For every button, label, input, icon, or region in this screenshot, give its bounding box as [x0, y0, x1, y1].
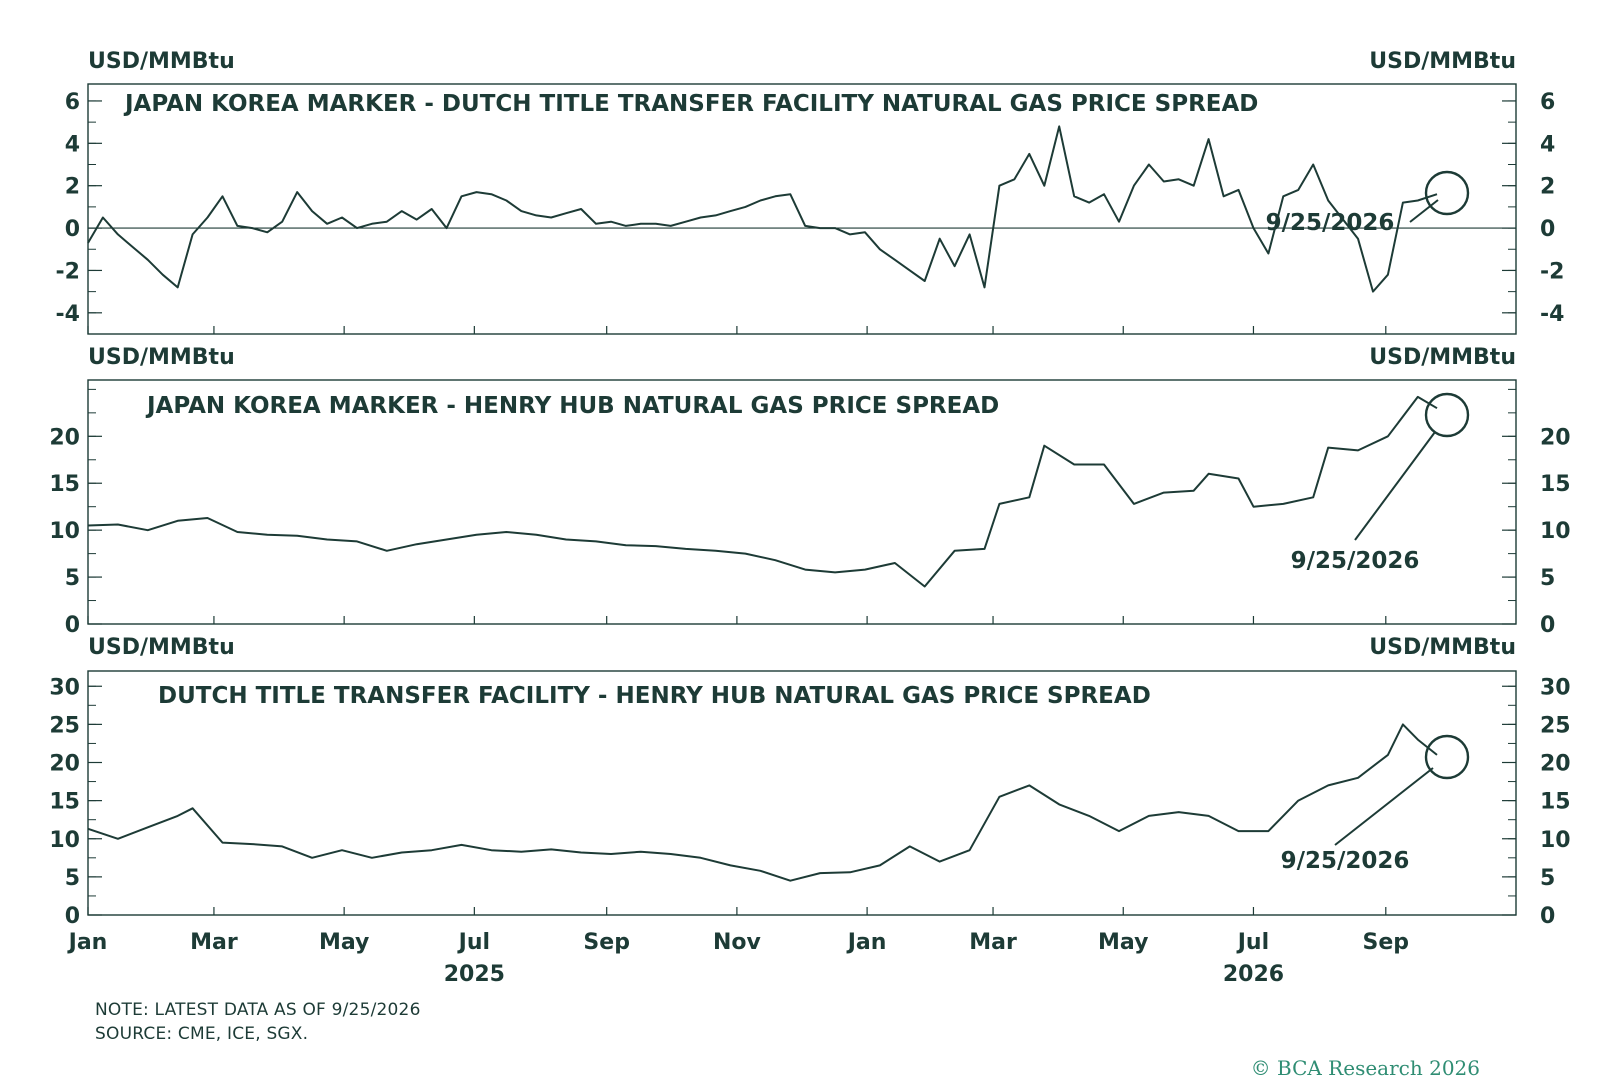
y-unit-label-left: USD/MMBtu	[88, 49, 235, 74]
plot-frame	[87, 379, 1517, 625]
y-tick-label-right: 10	[1540, 828, 1571, 853]
y-tick-label-left: 20	[49, 425, 80, 450]
y-tick-label-left: 0	[65, 904, 80, 929]
footer-note: NOTE: LATEST DATA AS OF 9/25/2026	[95, 1000, 421, 1020]
annotation-leader-line	[1334, 767, 1434, 846]
x-tick-label: Nov	[713, 930, 762, 955]
series-line	[87, 395, 1438, 588]
y-tick-label-left: 5	[65, 866, 80, 891]
x-tick-label: Mar	[969, 930, 1017, 955]
y-tick-label-right: -4	[1540, 302, 1564, 327]
y-tick-label-right: 0	[1540, 904, 1555, 929]
y-tick-label-left: 30	[49, 675, 80, 700]
y-unit-label-left: USD/MMBtu	[88, 635, 235, 660]
series-line	[87, 723, 1438, 882]
y-tick-label-right: 5	[1540, 866, 1555, 891]
y-unit-label-left: USD/MMBtu	[88, 345, 235, 370]
y-tick-label-right: 20	[1540, 425, 1571, 450]
x-tick-label: Jul	[1236, 930, 1269, 955]
chart-title: JAPAN KOREA MARKER - HENRY HUB NATURAL G…	[145, 393, 999, 419]
x-tick-label: Mar	[190, 930, 238, 955]
y-tick-label-right: 4	[1540, 132, 1555, 157]
y-tick-label-right: 6	[1540, 90, 1555, 115]
y-unit-label-right: USD/MMBtu	[1369, 635, 1516, 660]
annotation-circle	[1424, 170, 1470, 216]
y-tick-label-right: 5	[1540, 566, 1555, 591]
series-line	[87, 125, 1438, 293]
chart-title: DUTCH TITLE TRANSFER FACILITY - HENRY HU…	[158, 683, 1151, 709]
x-tick-label: May	[1098, 930, 1148, 955]
annotation-leader-line	[1354, 431, 1436, 541]
y-tick-label-left: -2	[56, 259, 80, 284]
y-tick-label-left: 15	[49, 472, 80, 497]
plot-frame	[87, 670, 1517, 916]
x-tick-label: Jan	[67, 930, 108, 955]
y-tick-label-left: 25	[49, 713, 80, 738]
x-tick-label: Jul	[457, 930, 490, 955]
y-tick-label-right: 15	[1540, 472, 1571, 497]
y-tick-label-right: 0	[1540, 613, 1555, 638]
brand-copyright: © BCA Research 2026	[1250, 1056, 1480, 1080]
annotation-label: 9/25/2026	[1266, 210, 1395, 236]
y-tick-label-right: -2	[1540, 259, 1564, 284]
y-tick-label-left: 6	[65, 90, 80, 115]
y-tick-label-left: 20	[49, 752, 80, 777]
y-unit-label-right: USD/MMBtu	[1369, 49, 1516, 74]
annotation-label: 9/25/2026	[1291, 548, 1420, 574]
x-year-label: 2025	[444, 962, 505, 987]
y-tick-label-right: 10	[1540, 519, 1571, 544]
y-tick-label-right: 15	[1540, 790, 1571, 815]
y-tick-label-right: 25	[1540, 713, 1571, 738]
x-tick-label: Sep	[1363, 930, 1410, 955]
annotation-circle	[1424, 734, 1470, 780]
x-year-label: 2026	[1223, 962, 1284, 987]
y-tick-label-left: -4	[56, 302, 80, 327]
footer-source: SOURCE: CME, ICE, SGX.	[95, 1024, 309, 1044]
y-tick-label-right: 2	[1540, 175, 1555, 200]
y-tick-label-left: 10	[49, 828, 80, 853]
y-tick-label-right: 20	[1540, 752, 1571, 777]
annotation-label: 9/25/2026	[1281, 848, 1410, 874]
x-tick-label: Sep	[583, 930, 630, 955]
x-tick-label: Jan	[846, 930, 887, 955]
annotation-leader-line	[1409, 199, 1439, 223]
chart-title: JAPAN KOREA MARKER - DUTCH TITLE TRANSFE…	[123, 91, 1258, 117]
y-tick-label-left: 0	[65, 217, 80, 242]
y-tick-label-right: 30	[1540, 675, 1571, 700]
y-unit-label-right: USD/MMBtu	[1369, 345, 1516, 370]
y-tick-label-left: 4	[65, 132, 80, 157]
x-tick-label: May	[319, 930, 369, 955]
y-tick-label-left: 5	[65, 566, 80, 591]
y-tick-label-right: 0	[1540, 217, 1555, 242]
y-tick-label-left: 10	[49, 519, 80, 544]
y-tick-label-left: 0	[65, 613, 80, 638]
annotation-circle	[1424, 392, 1470, 438]
y-tick-label-left: 2	[65, 175, 80, 200]
y-tick-label-left: 15	[49, 790, 80, 815]
plot-frame	[87, 83, 1517, 335]
